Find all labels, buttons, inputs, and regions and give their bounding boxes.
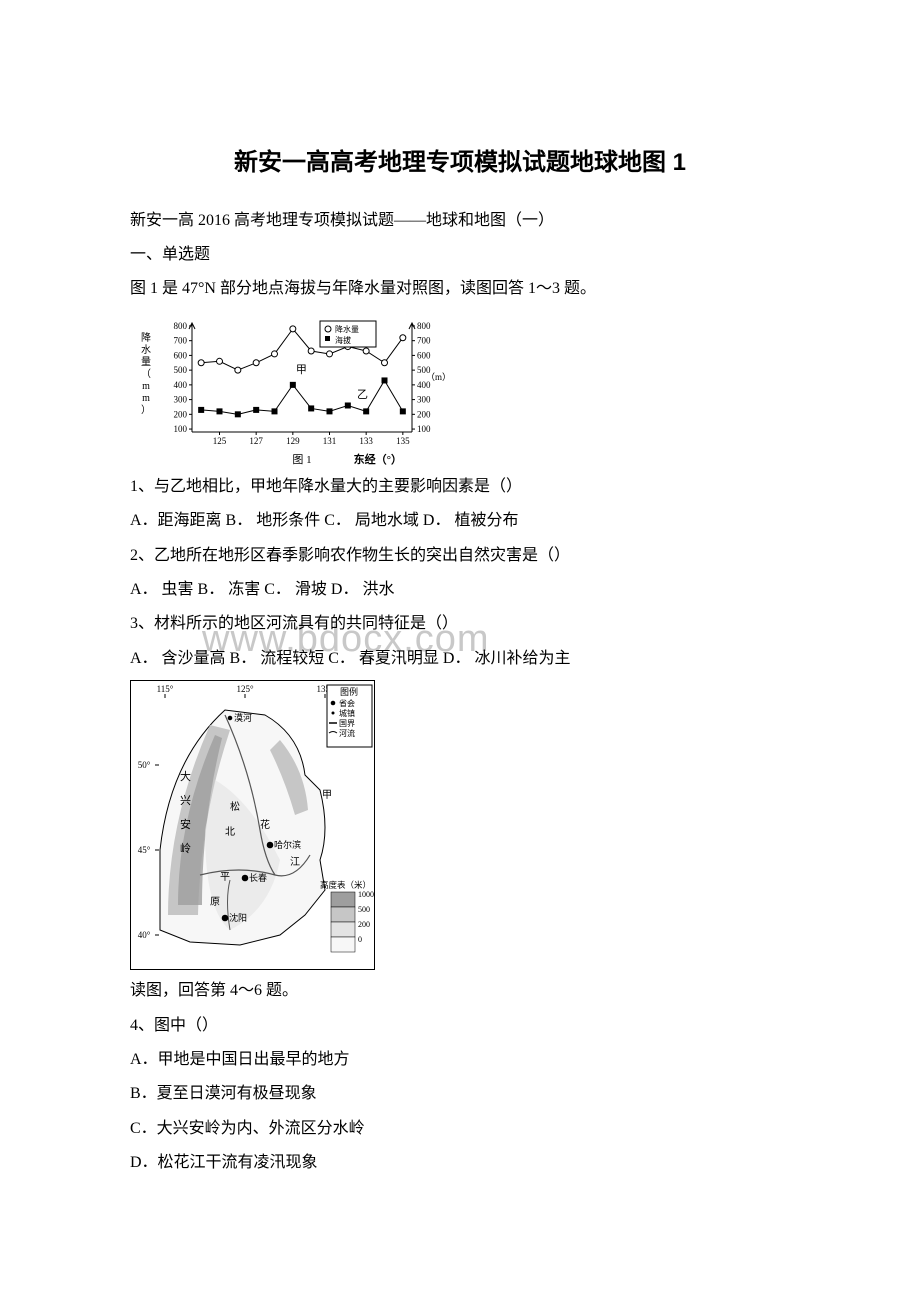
q1-options: A．距海距离 B． 地形条件 C． 局地水域 D． 植被分布 <box>130 506 790 536</box>
intro-line: 新安一高 2016 高考地理专项模拟试题——地球和地图（一） <box>130 206 790 236</box>
svg-text:700: 700 <box>417 335 431 345</box>
svg-text:800: 800 <box>417 321 431 331</box>
page-title: 新安一高高考地理专项模拟试题地球地图 1 <box>130 140 790 186</box>
q3-text: 3、材料所示的地区河流具有的共同特征是（） <box>130 609 790 639</box>
svg-text:岭: 岭 <box>180 841 191 855</box>
svg-text:东经（°）: 东经（°） <box>354 452 402 466</box>
svg-text:500: 500 <box>358 905 370 914</box>
svg-text:城镇: 城镇 <box>339 708 355 718</box>
svg-text:沈阳: 沈阳 <box>229 912 247 923</box>
svg-text:（m）: （m） <box>426 372 451 382</box>
svg-text:兴: 兴 <box>180 794 191 807</box>
svg-text:甲: 甲 <box>296 364 307 376</box>
svg-text:m: m <box>142 393 150 404</box>
svg-text:50°: 50° <box>138 760 151 770</box>
chart1-svg: 1002003004005006007008001002003004005006… <box>130 311 460 466</box>
group1-prompt: 图 1 是 47°N 部分地点海拔与年降水量对照图，读图回答 1～3 题。 <box>130 274 790 304</box>
svg-text:降: 降 <box>141 331 151 344</box>
q4-text: 4、图中（） <box>130 1011 790 1041</box>
svg-text:600: 600 <box>174 350 188 360</box>
svg-text:125°: 125° <box>236 684 254 694</box>
svg-text:海拔: 海拔 <box>335 335 351 345</box>
svg-text:135: 135 <box>396 436 410 446</box>
svg-text:m: m <box>142 381 150 392</box>
svg-text:0: 0 <box>358 935 362 944</box>
q4-opt-d: D．松花江干流有凌汛现象 <box>130 1148 790 1178</box>
q3-options: A． 含沙量高 B． 流程较短 C． 春夏汛明显 D． 冰川补给为主 <box>130 644 790 674</box>
svg-text:500: 500 <box>174 365 188 375</box>
svg-text:125: 125 <box>213 436 227 446</box>
svg-text:大: 大 <box>180 769 191 783</box>
svg-text:133: 133 <box>359 436 373 446</box>
svg-text:水: 水 <box>141 344 151 356</box>
svg-text:100: 100 <box>417 424 431 434</box>
svg-text:乙: 乙 <box>357 388 368 401</box>
svg-text:河流: 河流 <box>339 728 355 738</box>
q4-opt-c: C．大兴安岭为内、外流区分水岭 <box>130 1114 790 1144</box>
svg-text:江: 江 <box>290 856 300 868</box>
svg-text:40°: 40° <box>138 930 151 940</box>
svg-text:漠河: 漠河 <box>234 712 252 723</box>
svg-text:）: ） <box>141 404 151 416</box>
figure-2: 漠河哈尔滨长春沈阳大兴安岭松北平原花江甲115°125°135°50°45°40… <box>130 680 790 970</box>
figure-1: 1002003004005006007008001002003004005006… <box>130 311 790 466</box>
svg-text:省会: 省会 <box>339 698 355 708</box>
svg-text:115°: 115° <box>157 684 174 694</box>
q1-text: 1、与乙地相比，甲地年降水量大的主要影响因素是（） <box>130 472 790 502</box>
svg-text:800: 800 <box>174 321 188 331</box>
svg-text:国界: 国界 <box>339 719 355 728</box>
map2-svg: 漠河哈尔滨长春沈阳大兴安岭松北平原花江甲115°125°135°50°45°40… <box>130 680 375 970</box>
svg-text:量: 量 <box>141 356 151 368</box>
q2-options: A． 虫害 B． 冻害 C． 滑坡 D． 洪水 <box>130 575 790 605</box>
q4-opt-a: A．甲地是中国日出最早的地方 <box>130 1045 790 1075</box>
svg-text:200: 200 <box>358 920 370 929</box>
svg-text:安: 安 <box>180 817 191 831</box>
svg-text:1000: 1000 <box>358 890 374 899</box>
svg-text:600: 600 <box>417 350 431 360</box>
svg-text:图例: 图例 <box>340 686 358 697</box>
svg-text:45°: 45° <box>138 845 151 855</box>
svg-text:降水量: 降水量 <box>335 324 359 334</box>
svg-text:700: 700 <box>174 335 188 345</box>
svg-text:129: 129 <box>286 436 300 446</box>
svg-text:原: 原 <box>210 896 220 908</box>
svg-text:北: 北 <box>225 826 235 838</box>
svg-text:131: 131 <box>323 436 337 446</box>
svg-text:100: 100 <box>174 424 188 434</box>
svg-text:200: 200 <box>417 409 431 419</box>
svg-text:127: 127 <box>249 436 263 446</box>
svg-text:平: 平 <box>220 872 230 883</box>
q2-text: 2、乙地所在地形区春季影响农作物生长的突出自然灾害是（） <box>130 541 790 571</box>
svg-text:300: 300 <box>417 394 431 404</box>
section-label: 一、单选题 <box>130 240 790 270</box>
svg-text:花: 花 <box>260 818 270 831</box>
svg-text:高度表（米）: 高度表（米） <box>320 880 371 890</box>
svg-text:哈尔滨: 哈尔滨 <box>274 839 301 850</box>
svg-text:图 1: 图 1 <box>292 453 311 466</box>
svg-text:300: 300 <box>174 394 188 404</box>
svg-text:长春: 长春 <box>249 872 267 883</box>
svg-text:松: 松 <box>230 800 240 813</box>
svg-text:200: 200 <box>174 409 188 419</box>
q4-opt-b: B．夏至日漠河有极昼现象 <box>130 1079 790 1109</box>
group2-prompt: 读图，回答第 4～6 题。 <box>130 976 790 1006</box>
svg-text:甲: 甲 <box>322 790 332 801</box>
svg-text:（: （ <box>141 368 151 380</box>
svg-text:400: 400 <box>174 380 188 390</box>
